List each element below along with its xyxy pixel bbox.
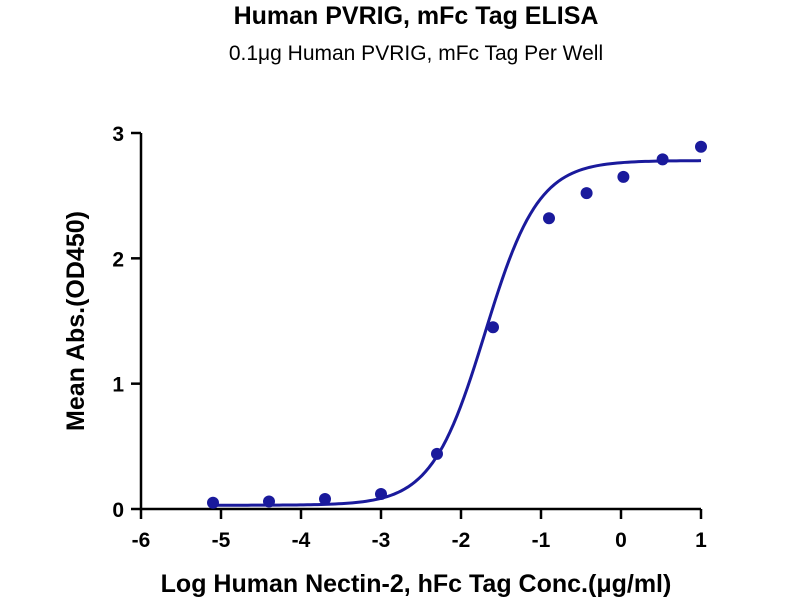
x-tick-label: 0	[615, 529, 627, 552]
data-point	[487, 321, 499, 334]
data-point	[431, 447, 443, 460]
x-tick-label: -1	[532, 529, 551, 552]
x-tick-label: -3	[372, 529, 391, 552]
data-point	[263, 495, 275, 508]
x-tick-label: -6	[132, 529, 151, 552]
x-tick-label: 1	[695, 529, 707, 552]
y-tick-label: 1	[112, 374, 124, 397]
x-tick-label: -5	[212, 529, 231, 552]
y-axis-title: Mean Abs.(OD450)	[62, 211, 90, 431]
data-point	[695, 140, 707, 153]
y-tick-label: 2	[112, 248, 124, 271]
data-point	[543, 212, 555, 225]
x-tick-label: -4	[292, 529, 311, 552]
data-point	[375, 487, 387, 500]
y-tick-label: 3	[112, 123, 124, 146]
data-point	[656, 153, 669, 166]
x-axis-title: Log Human Nectin-2, hFc Tag Conc.(μg/ml)	[161, 570, 672, 598]
chart-subtitle: 0.1μg Human PVRIG, mFc Tag Per Well	[229, 42, 603, 65]
fit-curve-layer	[213, 159, 702, 507]
chart-title: Human PVRIG, mFc Tag ELISA	[234, 2, 599, 30]
x-tick-label: -2	[452, 529, 471, 552]
data-point	[580, 187, 593, 200]
fit-curve	[213, 159, 702, 507]
y-tick-label: 0	[112, 499, 124, 522]
data-point	[617, 170, 630, 183]
data-points	[207, 140, 707, 509]
data-point	[207, 496, 219, 509]
data-point	[319, 492, 331, 505]
axes: -6 -5 -4 -3 -2 -1 0 1 0 1 2 3	[112, 123, 707, 552]
